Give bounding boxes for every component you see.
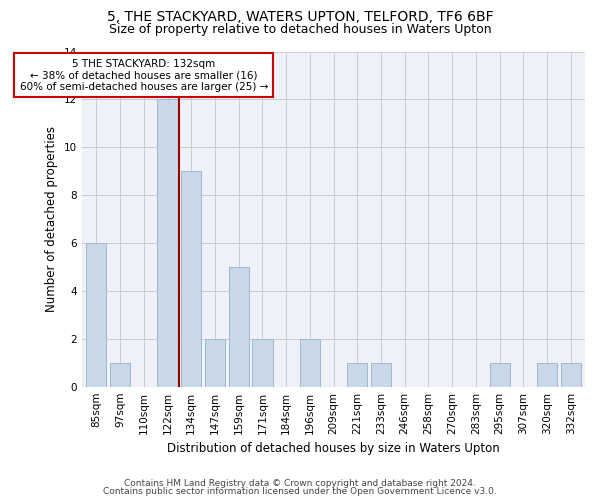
Bar: [86, 243, 106, 386]
Bar: [300, 339, 320, 386]
Bar: [229, 267, 249, 386]
Bar: [157, 100, 178, 387]
Text: Size of property relative to detached houses in Waters Upton: Size of property relative to detached ho…: [109, 22, 491, 36]
Bar: [110, 362, 130, 386]
Text: 5 THE STACKYARD: 132sqm
← 38% of detached houses are smaller (16)
60% of semi-de: 5 THE STACKYARD: 132sqm ← 38% of detache…: [20, 58, 268, 92]
Text: Contains public sector information licensed under the Open Government Licence v3: Contains public sector information licen…: [103, 487, 497, 496]
Bar: [347, 362, 367, 386]
Text: Contains HM Land Registry data © Crown copyright and database right 2024.: Contains HM Land Registry data © Crown c…: [124, 478, 476, 488]
Bar: [253, 339, 272, 386]
Bar: [537, 362, 557, 386]
Bar: [490, 362, 509, 386]
Bar: [181, 171, 202, 386]
Y-axis label: Number of detached properties: Number of detached properties: [46, 126, 58, 312]
Bar: [205, 339, 225, 386]
X-axis label: Distribution of detached houses by size in Waters Upton: Distribution of detached houses by size …: [167, 442, 500, 455]
Bar: [371, 362, 391, 386]
Text: 5, THE STACKYARD, WATERS UPTON, TELFORD, TF6 6BF: 5, THE STACKYARD, WATERS UPTON, TELFORD,…: [107, 10, 493, 24]
Bar: [560, 362, 581, 386]
